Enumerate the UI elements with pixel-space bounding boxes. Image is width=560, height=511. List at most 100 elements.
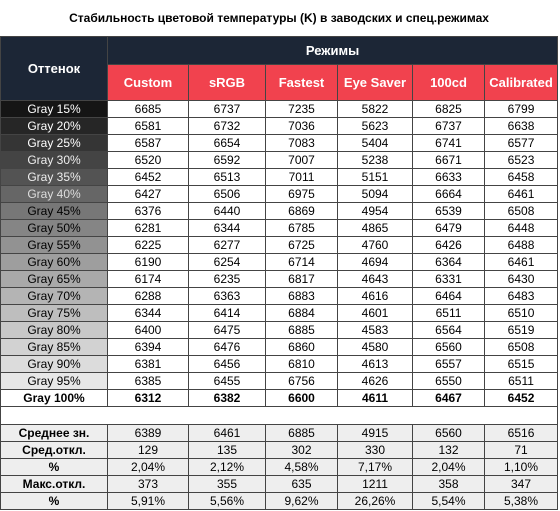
cell: 6732 bbox=[188, 117, 266, 135]
data-row: Gray 55% 6225 6277 6725 4760 6426 6488 bbox=[0, 236, 559, 254]
cell: 6810 bbox=[265, 355, 338, 373]
cell: 6671 bbox=[412, 151, 485, 169]
row-label: Gray 55% bbox=[0, 236, 108, 254]
cell: 6510 bbox=[483, 304, 559, 322]
summary-row: Сред.откл. 129 135 302 330 132 71 bbox=[0, 441, 559, 459]
cell: 635 bbox=[265, 475, 338, 493]
cell: 6476 bbox=[188, 338, 266, 356]
row-label: Gray 60% bbox=[0, 253, 108, 271]
cell: 129 bbox=[107, 441, 189, 459]
data-row: Gray 70% 6288 6363 6883 4616 6464 6483 bbox=[0, 287, 559, 305]
cell: 4616 bbox=[337, 287, 413, 305]
cell: 355 bbox=[188, 475, 266, 493]
summary-label: % bbox=[0, 458, 108, 476]
mode-header: Eye Saver bbox=[337, 64, 413, 101]
cell: 6461 bbox=[188, 424, 266, 442]
cell: 6455 bbox=[188, 372, 266, 390]
row-label: Gray 75% bbox=[0, 304, 108, 322]
cell: 7235 bbox=[265, 100, 338, 118]
cell: 5,91% bbox=[107, 492, 189, 510]
cell: 2,12% bbox=[188, 458, 266, 476]
row-label: Gray 85% bbox=[0, 338, 108, 356]
cell: 5151 bbox=[337, 168, 413, 186]
cell: 6885 bbox=[265, 321, 338, 339]
cell: 6174 bbox=[107, 270, 189, 288]
row-label: Gray 65% bbox=[0, 270, 108, 288]
cell: 6389 bbox=[107, 424, 189, 442]
cell: 5,54% bbox=[412, 492, 485, 510]
cell: 6539 bbox=[412, 202, 485, 220]
cell: 4583 bbox=[337, 321, 413, 339]
cell: 6825 bbox=[412, 100, 485, 118]
cell: 6587 bbox=[107, 134, 189, 152]
cell: 6577 bbox=[483, 134, 559, 152]
spacer-row bbox=[0, 406, 559, 425]
summary-label: Среднее зн. bbox=[0, 424, 108, 442]
cell: 5238 bbox=[337, 151, 413, 169]
mode-row: Custom sRGB Fastest Eye Saver 100cd Calibrate… bbox=[1, 64, 559, 101]
row-label: Gray 95% bbox=[0, 372, 108, 390]
cell: 6516 bbox=[483, 424, 559, 442]
cell: 6281 bbox=[107, 219, 189, 237]
row-label: Gray 90% bbox=[0, 355, 108, 373]
cell: 6975 bbox=[265, 185, 338, 203]
cell: 6364 bbox=[412, 253, 485, 271]
cell: 6277 bbox=[188, 236, 266, 254]
cell: 6452 bbox=[483, 389, 559, 407]
cell: 6523 bbox=[483, 151, 559, 169]
cell: 6550 bbox=[412, 372, 485, 390]
cell: 6225 bbox=[107, 236, 189, 254]
data-row: Gray 95% 6385 6455 6756 4626 6550 6511 bbox=[0, 372, 559, 390]
cell: 6654 bbox=[188, 134, 266, 152]
cell: 6427 bbox=[107, 185, 189, 203]
cell: 347 bbox=[483, 475, 559, 493]
row-label: Gray 70% bbox=[0, 287, 108, 305]
cell: 1211 bbox=[337, 475, 413, 493]
cell: 4626 bbox=[337, 372, 413, 390]
table-title: Стабильность цветовой температуры (K) в … bbox=[69, 11, 489, 25]
cell: 6344 bbox=[107, 304, 189, 322]
cell: 71 bbox=[483, 441, 559, 459]
cell: 6488 bbox=[483, 236, 559, 254]
mode-header: Fastest bbox=[265, 64, 338, 101]
cell: 6638 bbox=[483, 117, 559, 135]
cell: 6461 bbox=[483, 253, 559, 271]
data-row: Gray 80% 6400 6475 6885 4583 6564 6519 bbox=[0, 321, 559, 339]
cell: 6190 bbox=[107, 253, 189, 271]
cell: 6483 bbox=[483, 287, 559, 305]
row-label: Gray 45% bbox=[0, 202, 108, 220]
cell: 6560 bbox=[412, 424, 485, 442]
cell: 5,38% bbox=[483, 492, 559, 510]
cell: 6799 bbox=[483, 100, 559, 118]
cell: 7007 bbox=[265, 151, 338, 169]
data-row: Gray 20% 6581 6732 7036 5623 6737 6638 bbox=[0, 117, 559, 135]
cell: 6785 bbox=[265, 219, 338, 237]
cell: 6382 bbox=[188, 389, 266, 407]
data-row: Gray 15% 6685 6737 7235 5822 6825 6799 bbox=[0, 100, 559, 118]
cell: 6381 bbox=[107, 355, 189, 373]
cell: 6430 bbox=[483, 270, 559, 288]
cell: 6452 bbox=[107, 168, 189, 186]
cell: 7036 bbox=[265, 117, 338, 135]
cell: 2,04% bbox=[107, 458, 189, 476]
cell: 6448 bbox=[483, 219, 559, 237]
cell: 6515 bbox=[483, 355, 559, 373]
summary-row: Среднее зн. 6389 6461 6885 4915 6560 6516 bbox=[0, 424, 559, 442]
cell: 6884 bbox=[265, 304, 338, 322]
data-row: Gray 75% 6344 6414 6884 4601 6511 6510 bbox=[0, 304, 559, 322]
cell: 6513 bbox=[188, 168, 266, 186]
cell: 6254 bbox=[188, 253, 266, 271]
cell: 6467 bbox=[412, 389, 485, 407]
shade-header: Оттенок bbox=[0, 36, 108, 101]
cell: 5,56% bbox=[188, 492, 266, 510]
cell: 6385 bbox=[107, 372, 189, 390]
cell: 1,10% bbox=[483, 458, 559, 476]
cell: 5404 bbox=[337, 134, 413, 152]
cell: 6520 bbox=[107, 151, 189, 169]
cell: 6426 bbox=[412, 236, 485, 254]
cell: 6725 bbox=[265, 236, 338, 254]
cell: 5623 bbox=[337, 117, 413, 135]
cell: 6376 bbox=[107, 202, 189, 220]
modes-header: Режимы bbox=[106, 36, 559, 65]
